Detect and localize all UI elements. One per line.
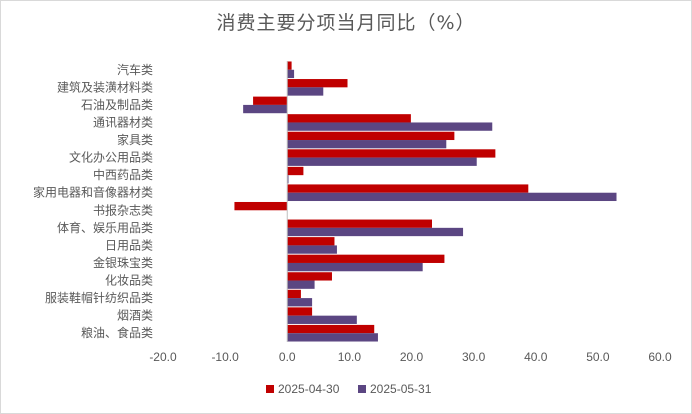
bar-2-15 xyxy=(287,315,357,324)
bar-2-10 xyxy=(287,227,464,237)
bar-1-2 xyxy=(287,79,348,88)
x-tick-label: 40.0 xyxy=(524,350,548,364)
category-label: 烟酒类 xyxy=(117,309,153,323)
bar-1-12 xyxy=(287,254,445,263)
bar-2-16 xyxy=(287,333,378,342)
bar-1-6 xyxy=(287,149,496,158)
bar-2-12 xyxy=(287,262,423,272)
legend-swatch-2 xyxy=(358,385,366,393)
bar-2-8 xyxy=(287,192,617,202)
category-label: 汽车类 xyxy=(117,62,153,77)
x-tick-label: 20.0 xyxy=(400,350,424,364)
category-label: 服装鞋帽针纺织品类 xyxy=(45,290,153,305)
category-label: 书报杂志类 xyxy=(93,202,153,217)
bar-2-14 xyxy=(287,298,313,307)
category-label: 建筑及装潢材料类 xyxy=(57,79,153,94)
legend-label-1: 2025-04-30 xyxy=(278,382,340,396)
bar-2-6 xyxy=(287,157,477,166)
chart-title: 消费主要分项当月同比（%） xyxy=(216,12,476,34)
x-tick-label: 10.0 xyxy=(338,350,362,364)
legend: 2025-04-30 2025-05-31 xyxy=(266,382,432,396)
category-label: 家具类 xyxy=(117,132,153,147)
category-label: 石油及制品类 xyxy=(81,98,153,112)
x-tick-label: 60.0 xyxy=(648,350,672,364)
bar-1-8 xyxy=(287,184,529,193)
category-label: 体育、娱乐用品类 xyxy=(57,220,153,235)
bar-1-1 xyxy=(287,61,292,70)
bar-1-7 xyxy=(287,166,304,176)
bar-1-5 xyxy=(287,131,455,141)
x-tick-label: 30.0 xyxy=(462,350,486,364)
legend-label-2: 2025-05-31 xyxy=(370,382,432,396)
x-tick-label: -10.0 xyxy=(211,350,239,364)
bar-1-9 xyxy=(234,201,288,211)
bar-2-3 xyxy=(243,104,288,114)
category-label: 日用品类 xyxy=(105,238,153,252)
bar-2-11 xyxy=(287,245,337,254)
bar-1-3 xyxy=(253,96,288,105)
legend-swatch-1 xyxy=(266,385,274,393)
bar-2-1 xyxy=(287,69,295,79)
bar-1-14 xyxy=(287,289,301,299)
category-label: 文化办公用品类 xyxy=(69,150,153,165)
bars-group xyxy=(234,61,617,342)
category-label: 家用电器和音像器材类 xyxy=(33,185,153,200)
x-tick-label: -20.0 xyxy=(149,350,177,364)
category-label: 通讯器材类 xyxy=(93,115,153,129)
bar-1-13 xyxy=(287,272,332,281)
bar-1-4 xyxy=(287,114,411,123)
bar-2-7 xyxy=(287,175,289,184)
category-label: 粮油、食品类 xyxy=(81,325,153,340)
category-labels: 汽车类建筑及装潢材料类石油及制品类通讯器材类家具类文化办公用品类中西药品类家用电… xyxy=(33,62,153,340)
bar-2-13 xyxy=(287,280,315,289)
bar-2-4 xyxy=(287,122,493,131)
category-label: 金银珠宝类 xyxy=(93,255,153,270)
bar-2-2 xyxy=(287,87,324,96)
category-label: 化妆品类 xyxy=(105,274,153,288)
bar-1-10 xyxy=(287,219,432,228)
bar-2-5 xyxy=(287,140,447,149)
x-tick-label: 0.0 xyxy=(279,350,296,364)
bar-1-15 xyxy=(287,307,313,316)
bar-1-16 xyxy=(287,324,375,334)
tick-labels: -20.0 -10.0 0.0 10.0 20.0 30.0 40.0 50.0 60.0 xyxy=(149,350,672,364)
bar-1-11 xyxy=(287,237,335,246)
category-label: 中西药品类 xyxy=(93,167,153,182)
x-tick-label: 50.0 xyxy=(586,350,610,364)
